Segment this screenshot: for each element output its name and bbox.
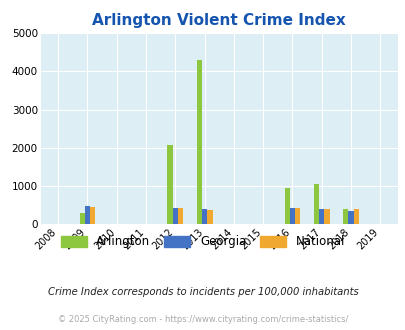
Bar [90, 207, 95, 224]
Bar [177, 208, 183, 224]
Bar [201, 210, 207, 224]
Bar [207, 210, 212, 224]
Bar [313, 184, 318, 224]
Bar [172, 208, 177, 224]
Bar [167, 145, 172, 224]
Text: © 2025 CityRating.com - https://www.cityrating.com/crime-statistics/: © 2025 CityRating.com - https://www.city… [58, 315, 347, 324]
Bar [289, 208, 294, 224]
Bar [324, 209, 329, 224]
Bar [342, 210, 347, 224]
Text: Crime Index corresponds to incidents per 100,000 inhabitants: Crime Index corresponds to incidents per… [47, 287, 358, 297]
Bar [294, 208, 300, 224]
Bar [347, 212, 353, 224]
Bar [79, 213, 85, 224]
Bar [353, 210, 358, 224]
Bar [196, 60, 201, 224]
Title: Arlington Violent Crime Index: Arlington Violent Crime Index [92, 13, 345, 28]
Legend: Arlington, Georgia, National: Arlington, Georgia, National [56, 231, 349, 253]
Bar [318, 210, 324, 224]
Bar [284, 188, 289, 224]
Bar [85, 206, 90, 224]
